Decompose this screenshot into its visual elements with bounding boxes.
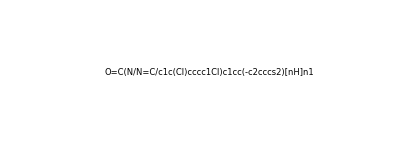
Text: O=C(N/N=C/c1c(Cl)cccc1Cl)c1cc(-c2cccs2)[nH]n1: O=C(N/N=C/c1c(Cl)cccc1Cl)c1cc(-c2cccs2)[… — [104, 68, 314, 78]
